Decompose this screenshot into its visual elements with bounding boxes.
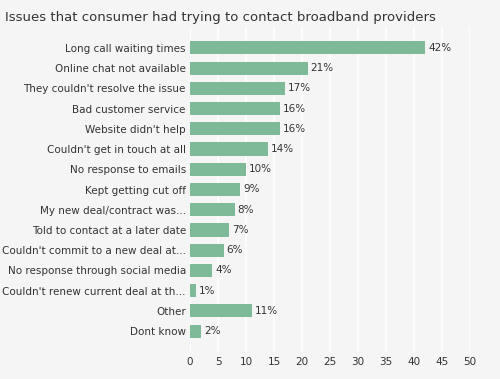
Bar — [190, 223, 229, 236]
Bar — [190, 203, 235, 216]
Text: 16%: 16% — [282, 124, 306, 134]
Bar — [190, 324, 201, 338]
Text: 9%: 9% — [243, 185, 260, 194]
Text: 6%: 6% — [226, 245, 243, 255]
Text: 8%: 8% — [238, 205, 254, 215]
Bar — [190, 143, 268, 156]
Text: 14%: 14% — [271, 144, 294, 154]
Text: 4%: 4% — [215, 265, 232, 276]
Bar — [190, 163, 246, 176]
Text: 21%: 21% — [310, 63, 334, 73]
Bar — [190, 264, 212, 277]
Bar — [190, 304, 252, 318]
Text: 1%: 1% — [198, 286, 215, 296]
Text: 7%: 7% — [232, 225, 248, 235]
Text: 16%: 16% — [282, 103, 306, 114]
Bar — [190, 102, 280, 115]
Text: 2%: 2% — [204, 326, 220, 336]
Text: 17%: 17% — [288, 83, 311, 93]
Bar — [190, 41, 425, 55]
Text: 42%: 42% — [428, 43, 451, 53]
Bar — [190, 284, 196, 297]
Bar — [190, 122, 280, 135]
Bar — [190, 82, 285, 95]
Bar — [190, 244, 224, 257]
Bar — [190, 183, 240, 196]
Bar — [190, 61, 308, 75]
Text: Issues that consumer had trying to contact broadband providers: Issues that consumer had trying to conta… — [5, 11, 436, 24]
Text: 11%: 11% — [254, 306, 278, 316]
Text: 10%: 10% — [249, 164, 272, 174]
